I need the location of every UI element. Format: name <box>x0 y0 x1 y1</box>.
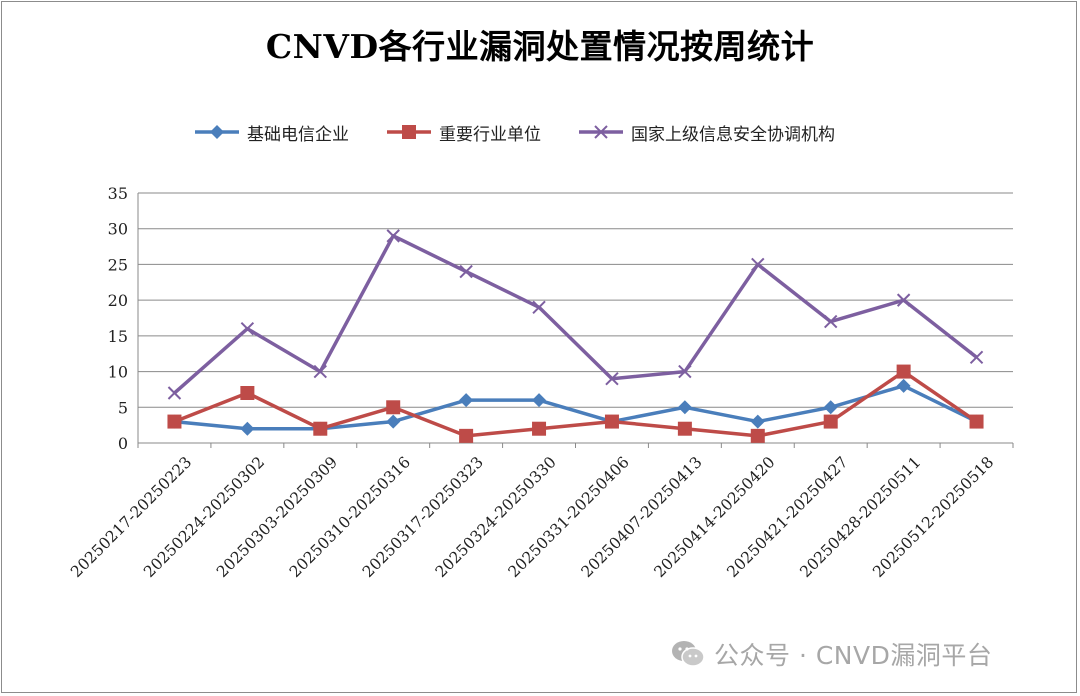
chart-title: CNVD各行业漏洞处置情况按周统计 <box>265 27 815 66</box>
point-x-s2-0 <box>167 386 182 400</box>
point-diamond-s0-5 <box>532 393 547 408</box>
legend-item-telecom: 基础电信企业 <box>195 120 349 145</box>
watermark: 公众号 · CNVD漏洞平台 <box>670 634 992 674</box>
point-square-s1-3 <box>386 400 401 415</box>
x-tick-label-7: 20250407-20250413 <box>578 453 706 581</box>
point-x-s2-7 <box>678 364 692 379</box>
point-square-s1-1 <box>240 386 255 400</box>
point-square-s1-4 <box>459 428 474 443</box>
y-tick-label-35: 35 <box>108 184 128 203</box>
point-x-s2-1 <box>240 322 255 336</box>
point-diamond-s0-1 <box>240 421 255 436</box>
point-diamond-s0-9 <box>823 400 838 415</box>
legend-marker-x-icon <box>579 125 623 139</box>
legend-label-industry: 重要行业单位 <box>439 124 541 145</box>
y-tick-label-10: 10 <box>108 363 128 382</box>
point-x-s2-10 <box>896 293 911 307</box>
point-square-s1-8 <box>750 428 765 443</box>
legend-marker-square-icon <box>387 125 431 139</box>
point-square-s1-11 <box>969 414 984 429</box>
point-square-s1-9 <box>823 414 838 429</box>
point-x-s2-5 <box>532 300 546 314</box>
y-tick-label-25: 25 <box>108 255 128 274</box>
point-square-s1-10 <box>896 364 911 379</box>
point-x-s2-3 <box>386 229 400 243</box>
x-tick-label-6: 20250331-20250406 <box>505 453 633 581</box>
y-tick-label-0: 0 <box>118 434 128 453</box>
x-tick-label-3: 20250310-20250316 <box>286 453 414 581</box>
x-tick-label-1: 20250224-20250302 <box>140 453 268 581</box>
point-square-s1-6 <box>604 414 619 429</box>
x-tick-label-0: 20250217-20250223 <box>67 453 195 581</box>
x-tick-label-4: 20250317-20250323 <box>359 453 487 581</box>
point-x-s2-4 <box>459 264 473 279</box>
x-tick-label-9: 20250421-20250427 <box>724 453 852 581</box>
point-square-s1-5 <box>532 421 547 436</box>
x-tick-label-8: 20250414-20250420 <box>651 453 779 581</box>
legend-label-agency: 国家上级信息安全协调机构 <box>631 124 835 145</box>
legend-item-industry: 重要行业单位 <box>387 120 541 145</box>
watermark-text: 公众号 · CNVD漏洞平台 <box>714 641 993 670</box>
x-tick-label-5: 20250324-20250330 <box>432 453 560 581</box>
point-diamond-s0-3 <box>386 414 401 429</box>
series-line-1 <box>173 369 978 438</box>
point-x-s2-9 <box>824 314 838 329</box>
legend-marker-diamond-icon <box>195 125 239 139</box>
y-tick-label-15: 15 <box>108 327 128 346</box>
point-square-s1-2 <box>313 421 328 436</box>
x-tick-label-10: 20250428-20250511 <box>796 453 924 581</box>
point-x-s2-8 <box>751 257 765 272</box>
wechat-icon <box>672 641 705 667</box>
series-line-0 <box>174 384 978 431</box>
point-diamond-s0-10 <box>896 378 911 393</box>
point-square-s1-0 <box>167 414 182 429</box>
y-tick-label-20: 20 <box>108 291 128 310</box>
point-x-s2-6 <box>605 372 619 386</box>
x-tick-label-2: 20250303-20250309 <box>213 453 341 581</box>
legend-item-agency: 国家上级信息安全协调机构 <box>579 120 835 145</box>
point-x-s2-2 <box>313 364 327 379</box>
point-diamond-s0-4 <box>459 393 474 408</box>
y-tick-label-5: 5 <box>118 398 128 417</box>
x-tick-label-11: 20250512-20250518 <box>869 453 997 581</box>
series-line-2 <box>173 234 978 395</box>
legend-label-telecom: 基础电信企业 <box>247 124 349 145</box>
chart-legend: 基础电信企业 重要行业单位 国家上级信息安全协调机构 <box>195 120 873 145</box>
point-diamond-s0-8 <box>750 414 765 429</box>
y-tick-label-30: 30 <box>108 220 128 239</box>
point-diamond-s0-7 <box>677 400 692 415</box>
point-x-s2-11 <box>969 350 984 364</box>
point-square-s1-7 <box>677 421 692 436</box>
